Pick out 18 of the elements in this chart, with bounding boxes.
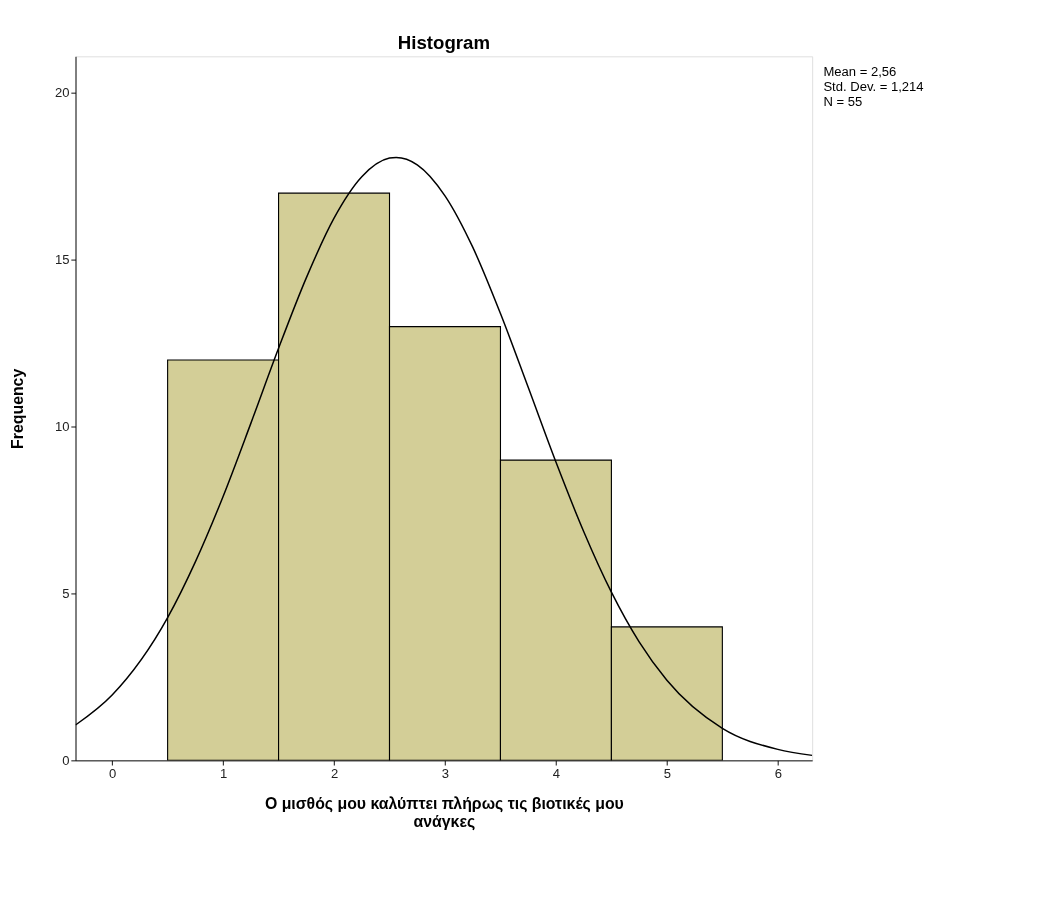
x-tick-label: 2 [330,765,339,781]
text: Mean = 2,56 [823,63,897,79]
x-tick-label: 3 [441,765,450,781]
y-tick-label: 10 [54,418,70,434]
y-tick-label: 15 [54,252,70,268]
y-tick-label: 5 [62,585,70,601]
x-tick-label: 5 [663,765,671,781]
x-axis-title: Ο μισθός μου καλύπτει πλήρως τις βιοτικές μου ανάγκες [264,795,624,832]
x-tick-label: 6 [774,765,782,781]
x-tick-label: 0 [108,765,117,781]
y-tick-label: 0 [62,752,70,768]
x-tick-label: 1 [219,765,228,781]
y-tick-label: 20 [54,85,70,101]
text: Std. Dev. = 1,214 [823,78,924,94]
x-tick-label: 4 [552,765,561,781]
chart-title: Histogram [397,31,490,53]
text: N = 55 [823,93,863,109]
y-axis-title: Frequency [9,368,27,449]
